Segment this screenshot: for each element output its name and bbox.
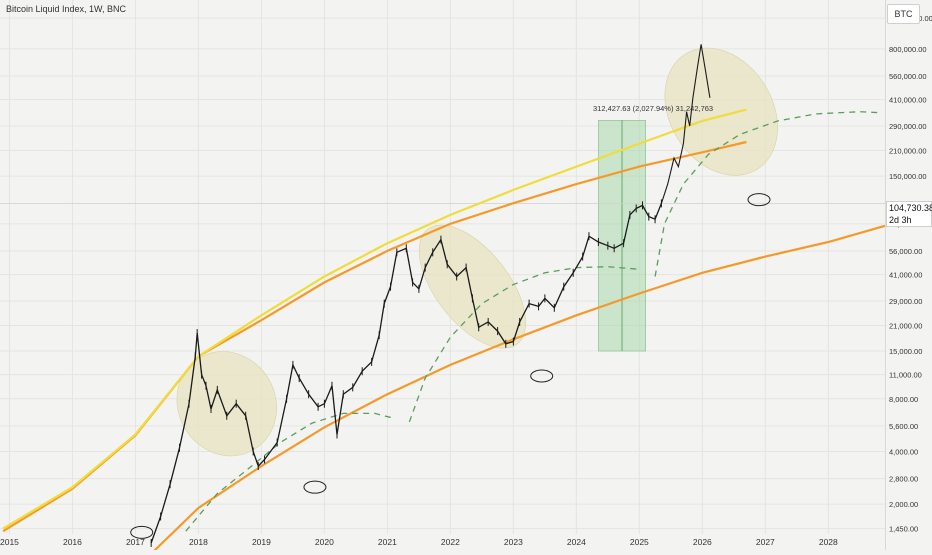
x-tick-label: 2021 — [378, 537, 397, 547]
x-tick-label: 2026 — [693, 537, 712, 547]
y-tick-label: 41,000.00 — [889, 271, 922, 280]
y-tick-label: 800,000.00 — [889, 45, 927, 54]
projection-path[interactable] — [660, 44, 711, 204]
green-dashed-arc-3[interactable] — [654, 111, 882, 277]
y-tick-label: 4,000.00 — [889, 447, 918, 456]
x-tick-label: 2027 — [756, 537, 775, 547]
x-tick-label: 2025 — [630, 537, 649, 547]
y-tick-label: 290,000.00 — [889, 122, 927, 131]
y-tick-label: 5,600.00 — [889, 422, 918, 431]
highlight-ellipse — [664, 47, 778, 176]
y-tick-label: 15,000.00 — [889, 347, 922, 356]
x-tick-label: 2028 — [819, 537, 838, 547]
y-tick-label: 29,000.00 — [889, 297, 922, 306]
y-tick-label: 1,450.00 — [889, 525, 918, 534]
annotation-circle[interactable] — [130, 525, 154, 539]
y-tick-label: 410,000.00 — [889, 96, 927, 105]
x-tick-label: 2024 — [567, 537, 586, 547]
y-tick-label: 2,000.00 — [889, 500, 918, 509]
currency-badge[interactable]: BTC — [887, 4, 920, 24]
countdown-label: 2d 3h — [889, 215, 912, 225]
y-tick-label: 21,000.00 — [889, 321, 922, 330]
y-tick-label: 11,000.00 — [889, 371, 922, 380]
y-tick-label: 210,000.00 — [889, 147, 927, 156]
x-tick-label: 2017 — [126, 537, 145, 547]
current-price-label: 104,730.38 2d 3h — [886, 201, 932, 227]
y-tick-label: 2,800.00 — [889, 475, 918, 484]
highlight-ellipse — [418, 224, 526, 349]
x-tick-label: 2016 — [63, 537, 82, 547]
x-tick-label: 2018 — [189, 537, 208, 547]
green-dashed-arc-1[interactable] — [185, 412, 394, 532]
y-tick-label: 150,000.00 — [889, 172, 927, 181]
x-tick-label: 2020 — [315, 537, 334, 547]
x-tick-label: 2015 — [0, 537, 19, 547]
annotation-circle[interactable] — [530, 369, 554, 383]
x-tick-label: 2019 — [252, 537, 271, 547]
green-dashed-arc-2[interactable] — [408, 266, 640, 423]
yellow-curve[interactable] — [2, 108, 747, 530]
price-series-line[interactable] — [150, 203, 663, 544]
current-price-value: 104,730.38 — [889, 203, 932, 213]
annotation-circle[interactable] — [303, 480, 327, 494]
chart-title: Bitcoin Liquid Index, 1W, BNC — [6, 4, 127, 14]
y-tick-label: 8,000.00 — [889, 395, 918, 404]
annotation-circle[interactable] — [747, 193, 771, 207]
y-tick-label: 56,000.00 — [889, 247, 922, 256]
chart-plot-area[interactable]: 2015 2016 2017 2018 2019 2020 2021 2022 2023 2024… — [0, 0, 885, 550]
x-tick-label: 2022 — [441, 537, 460, 547]
x-tick-label: 2023 — [504, 537, 523, 547]
y-tick-label: 560,000.00 — [889, 72, 927, 81]
measure-label: 312,427.63 (2,027.94%) 31,242,763 — [593, 104, 714, 113]
price-axis[interactable]: 1,200,000.00800,000.00560,000.00410,000.… — [885, 0, 932, 550]
